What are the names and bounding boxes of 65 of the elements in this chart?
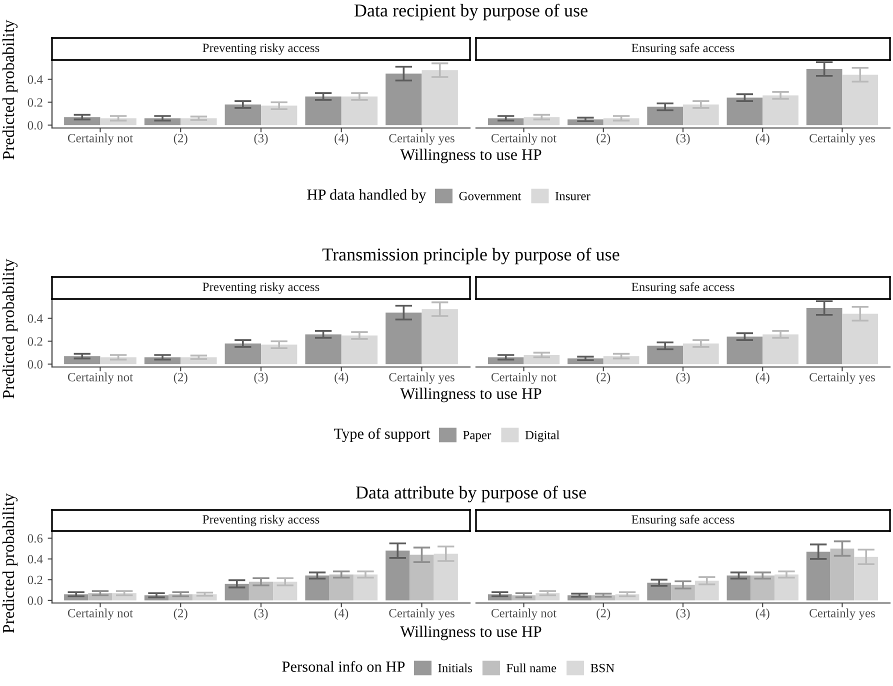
chart-subtitle: Preventing risky access	[202, 282, 320, 294]
x-tick-label: Certainly not	[491, 372, 557, 384]
legend-label: Insurer	[555, 192, 590, 200]
chart-subtitle: Preventing risky access	[202, 43, 320, 55]
y-tick-label: 0.4	[28, 314, 43, 323]
legend-label: Initials	[438, 663, 472, 672]
y-tick-label: 0.0	[28, 121, 42, 130]
y-tick-label: 0.2	[28, 337, 42, 346]
x-tick-label: (4)	[756, 134, 770, 145]
legend-label: Government	[459, 192, 522, 200]
x-tick-label: (3)	[254, 134, 268, 145]
x-tick-label: (4)	[334, 608, 348, 620]
y-tick-label: 0.4	[28, 75, 43, 84]
legend-label: Digital	[525, 430, 560, 442]
legend-label: Paper	[463, 430, 492, 442]
x-tick-label: Certainly not	[491, 134, 557, 145]
x-tick-label: (2)	[596, 608, 610, 620]
y-tick-label: 0.6	[28, 534, 43, 543]
x-tick-label: (3)	[676, 134, 690, 145]
chart-title: Data recipient by purpose of use	[354, 4, 588, 20]
x-tick-label: Certainly not	[68, 134, 133, 145]
x-axis-title: Willingness to use HP	[400, 626, 542, 640]
chart-subtitle: Ensuring safe access	[632, 514, 734, 526]
x-tick-label: Certainly not	[68, 608, 133, 620]
x-tick-label: (2)	[174, 134, 188, 145]
y-tick-label: 0.4	[28, 554, 43, 564]
chart-title: Data attribute by purpose of use	[356, 486, 586, 502]
legend-title: HP data handled by	[307, 189, 426, 203]
x-tick-label: (2)	[596, 134, 610, 145]
chart-subtitle: Ensuring safe access	[632, 282, 734, 294]
legend-label: Full name	[506, 663, 556, 672]
x-tick-label: (3)	[676, 608, 690, 620]
legend-title: Type of support	[334, 428, 430, 442]
x-tick-label: Certainly yes	[389, 134, 454, 145]
x-tick-label: (4)	[756, 608, 770, 620]
x-tick-label: Certainly not	[68, 372, 133, 384]
y-axis-title: Predicted probability	[2, 20, 18, 160]
x-tick-label: Certainly yes	[810, 372, 875, 384]
legend-title: Personal info on HP	[282, 660, 405, 672]
y-tick-label: 0.2	[28, 576, 42, 584]
x-tick-label: Certainly yes	[810, 134, 875, 145]
y-axis-title: Predicted probability	[2, 258, 18, 398]
x-tick-label: Certainly yes	[810, 608, 875, 620]
x-tick-label: Certainly yes	[389, 372, 454, 384]
x-tick-label: (3)	[676, 372, 690, 384]
x-tick-label: Certainly not	[491, 608, 557, 620]
chart-title: Transmission principle by purpose of use	[322, 248, 620, 264]
x-tick-label: (4)	[334, 134, 348, 145]
chart-subtitle: Preventing risky access	[202, 514, 320, 526]
y-axis-title: Predicted probability	[2, 493, 18, 633]
chart-subtitle: Ensuring safe access	[632, 43, 734, 55]
y-tick-label: 0.0	[28, 596, 42, 605]
x-tick-label: (3)	[254, 372, 268, 384]
x-tick-label: (2)	[596, 372, 610, 384]
y-tick-label: 0.0	[28, 360, 42, 369]
x-tick-label: (3)	[254, 608, 268, 620]
y-tick-label: 0.2	[28, 98, 42, 107]
x-tick-label: (2)	[174, 608, 188, 620]
legend-label: BSN	[590, 664, 614, 672]
x-tick-label: Certainly yes	[389, 608, 454, 620]
x-axis-title: Willingness to use HP	[400, 148, 542, 164]
x-tick-label: (4)	[334, 372, 348, 384]
x-tick-label: (4)	[756, 372, 770, 384]
x-tick-label: (2)	[174, 372, 188, 384]
x-axis-title: Willingness to use HP	[400, 388, 542, 402]
